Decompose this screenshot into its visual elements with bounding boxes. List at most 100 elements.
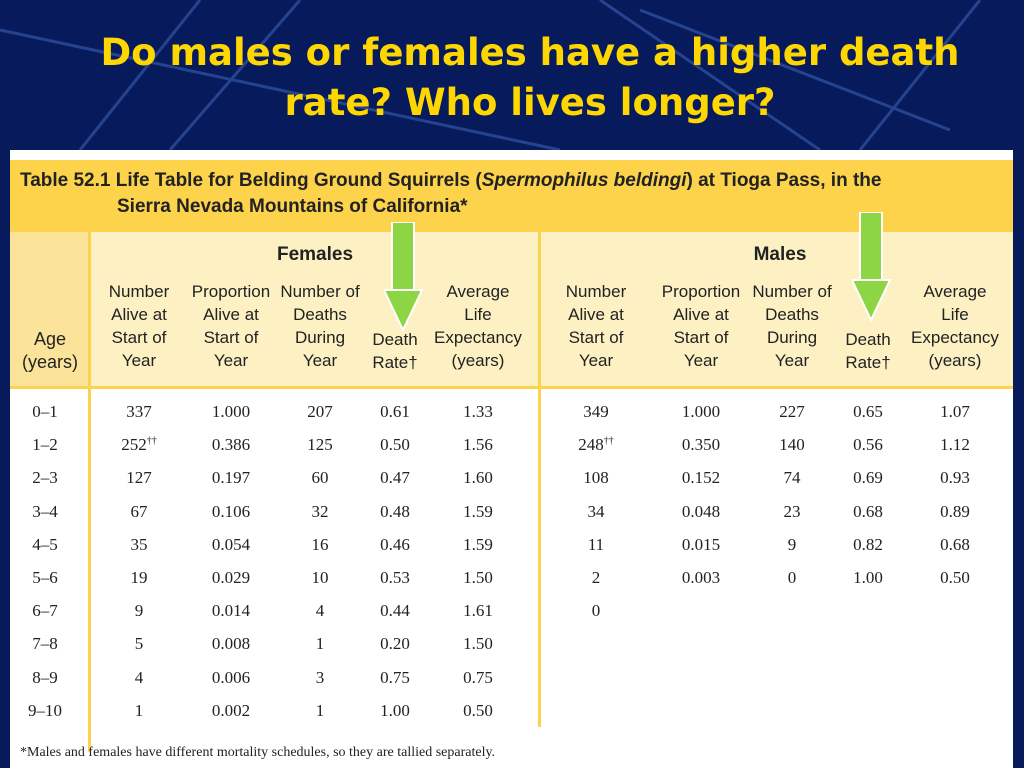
caption-line-2: Sierra Nevada Mountains of California*: [117, 196, 468, 217]
female-table-cell: 3: [315, 667, 325, 687]
table-caption: Table 52.1 Life Table for Belding Ground…: [10, 160, 1013, 232]
female-col-header-2: Number of Deaths During Year: [280, 282, 360, 370]
male-table-cell: 1.00: [853, 568, 883, 587]
male-table-cell: 0.50: [940, 568, 970, 587]
females-group-label: Females: [276, 244, 354, 265]
male-table-cell: 0.69: [853, 468, 883, 488]
caption-prefix: Table 52.1 Life Table for Belding Ground…: [20, 170, 482, 191]
female-table-cell: 1.50: [463, 568, 493, 587]
male-col-header-3: Death Rate†: [845, 330, 891, 372]
female-table-cell: 0.46: [380, 534, 410, 554]
age-header: Age (years): [21, 329, 78, 372]
age-cell: 1–2: [32, 435, 58, 455]
divider-age: [88, 232, 91, 752]
male-table-cell: 248††: [578, 435, 614, 455]
table-footnote: *Males and females have different mortal…: [20, 745, 496, 760]
male-table-cell: 140: [779, 435, 805, 455]
male-table-cell: 1.000: [681, 402, 721, 421]
male-table-cell: 0.82: [853, 534, 883, 554]
female-table-cell: 0.006: [211, 667, 251, 687]
female-table-cell: 0.008: [211, 634, 251, 654]
female-table-cell: 0.48: [380, 501, 410, 521]
female-table-cell: 0.61: [380, 402, 410, 421]
female-table-cell: 0.386: [211, 435, 251, 455]
age-cell: 2–3: [32, 468, 58, 488]
male-table-cell: 9: [787, 534, 797, 554]
female-table-cell: 1: [315, 634, 325, 654]
age-cell: 4–5: [32, 534, 58, 554]
female-table-cell: 5: [134, 634, 144, 654]
male-table-cell: 23: [783, 501, 801, 521]
female-col-header-4: Average Life Expectancy (years): [434, 282, 522, 370]
female-table-cell: 127: [126, 468, 152, 488]
male-table-cell: 1.07: [940, 402, 970, 421]
male-table-cell: 0: [591, 601, 601, 621]
female-table-cell: 0.054: [211, 534, 251, 554]
female-table-cell: 1.00: [380, 700, 410, 720]
female-table-cell: 0.53: [380, 568, 410, 587]
male-table-cell: 0.68: [940, 534, 970, 554]
male-table-cell: 0.56: [853, 435, 883, 455]
female-table-cell: 1: [134, 700, 144, 720]
life-table: Table 52.1 Life Table for Belding Ground…: [10, 150, 1013, 768]
down-arrow-icon: [384, 222, 424, 332]
caption-suffix: ) at Tioga Pass, in the: [686, 170, 882, 191]
female-table-cell: 0.75: [380, 667, 410, 687]
age-cell: 6–7: [32, 601, 58, 621]
female-table-cell: 337: [126, 402, 152, 421]
male-table-cell: 34: [587, 501, 605, 521]
female-table-cell: 4: [315, 601, 325, 621]
male-table-cell: 349: [583, 402, 609, 421]
male-table-cell: 227: [779, 402, 805, 421]
male-table-cell: 0.93: [940, 468, 970, 488]
female-table-cell: 1.60: [463, 468, 493, 488]
female-table-cell: 1: [315, 700, 325, 720]
female-col-header-3: Death Rate†: [372, 330, 418, 372]
age-cell: 0–1: [32, 402, 58, 421]
female-table-cell: 4: [134, 667, 144, 687]
female-col-header-0: Number Alive at Start of Year: [108, 282, 170, 370]
female-table-cell: 252††: [121, 435, 157, 455]
female-table-cell: 0.75: [463, 667, 493, 687]
age-cell: 5–6: [32, 568, 58, 587]
female-table-cell: 9: [134, 601, 144, 621]
male-table-cell: 74: [783, 468, 801, 488]
female-table-cell: 60: [311, 468, 329, 488]
female-table-cell: 0.50: [463, 700, 493, 720]
age-cell: 8–9: [32, 667, 58, 687]
male-col-header-4: Average Life Expectancy (years): [911, 282, 999, 370]
male-table-cell: 0.65: [853, 402, 883, 421]
female-table-cell: 1.50: [463, 634, 493, 654]
male-table-cell: 1.12: [940, 435, 970, 455]
male-table-cell: 0.68: [853, 501, 883, 521]
male-table-cell: 2: [591, 568, 601, 587]
age-cell: 3–4: [32, 501, 58, 521]
female-table-cell: 0.44: [380, 601, 410, 621]
female-table-cell: 125: [307, 435, 333, 455]
male-table-cell: 0.015: [681, 534, 721, 554]
female-table-cell: 1.33: [463, 402, 493, 421]
female-table-cell: 35: [130, 534, 148, 554]
female-table-cell: 0.106: [211, 501, 251, 521]
female-table-cell: 32: [311, 501, 329, 521]
caption-species: Spermophilus beldingi: [481, 170, 687, 191]
female-table-cell: 1.59: [463, 501, 493, 521]
female-table-cell: 0.20: [380, 634, 410, 654]
male-col-header-0: Number Alive at Start of Year: [565, 282, 627, 370]
female-table-cell: 0.197: [211, 468, 251, 488]
slide-title: Do males or females have a higher death …: [40, 28, 1020, 128]
age-cell: 7–8: [32, 634, 58, 654]
male-table-cell: 11: [587, 534, 605, 554]
age-column-header-bg: [10, 232, 88, 389]
female-table-cell: 67: [130, 501, 148, 521]
male-col-header-1: Proportion Alive at Start of Year: [661, 282, 741, 370]
female-table-cell: 1.000: [211, 402, 251, 421]
title-line-1: Do males or females have a higher death: [100, 31, 960, 74]
male-table-cell: 0.003: [681, 568, 721, 587]
male-table-cell: 0.350: [681, 435, 721, 455]
female-table-cell: 1.61: [463, 601, 493, 621]
divider-sex: [538, 232, 541, 727]
male-table-cell: 108: [583, 468, 609, 488]
female-table-cell: 10: [311, 568, 329, 587]
header-band: [10, 232, 1013, 389]
